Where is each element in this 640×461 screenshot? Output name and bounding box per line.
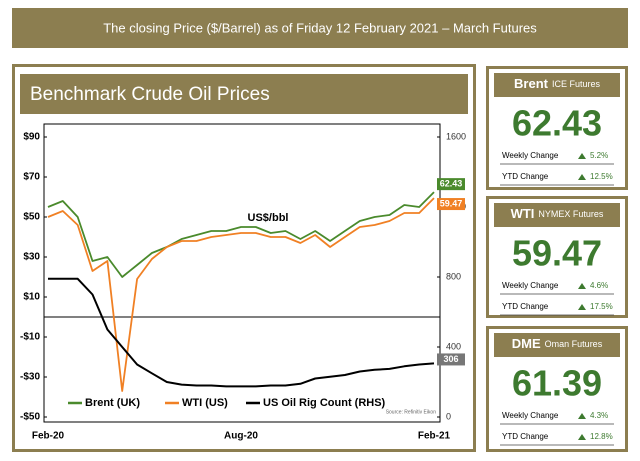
card-name: DME: [512, 336, 541, 351]
x-tick-label: Feb-20: [32, 431, 65, 442]
card-row-value: 17.5%: [590, 302, 613, 311]
series-line: [48, 277, 435, 388]
card-name: Brent: [514, 76, 549, 91]
y2-tick-label: 0: [446, 411, 451, 421]
up-arrow: [578, 434, 586, 440]
plot-frame: [43, 123, 441, 423]
card-row-value: 4.3%: [590, 411, 608, 420]
up-arrow: [578, 413, 586, 419]
legend-label: Brent (UK): [85, 397, 140, 409]
card-price: 62.43: [512, 103, 602, 144]
y-tick-label: $90: [23, 132, 40, 143]
y-tick-label: $70: [23, 172, 40, 183]
legend-label: WTI (US): [182, 397, 228, 409]
end-label: 59.47: [440, 198, 463, 208]
card-row-label: Weekly Change: [502, 411, 559, 420]
series-line: [47, 197, 435, 392]
y-tick-label: -$10: [20, 332, 40, 343]
card-header: DME Oman Futures: [512, 336, 603, 351]
card-price: 59.47: [512, 233, 602, 274]
up-arrow: [578, 153, 586, 159]
y-tick-label: -$30: [20, 372, 40, 383]
y2-tick-label: 800: [446, 271, 461, 281]
card-row-label: Weekly Change: [502, 151, 559, 160]
card-row-label: YTD Change: [502, 432, 549, 441]
card-row-value: 12.5%: [590, 172, 613, 181]
chart-title-band: [20, 74, 468, 114]
y-tick-label: -$50: [20, 412, 40, 423]
card-header-band: [494, 333, 620, 357]
x-tick-label: Aug-20: [224, 431, 258, 442]
end-label-box: [437, 353, 465, 366]
x-tick-label: Feb-21: [418, 431, 451, 442]
unit-annotation: US$/bbl: [248, 212, 289, 224]
card-exchange: ICE Futures: [552, 79, 601, 89]
end-label-box: [437, 198, 465, 211]
end-label-box: [437, 178, 465, 191]
y-tick-label: $50: [23, 212, 40, 223]
legend-label: US Oil Rig Count (RHS): [263, 397, 386, 409]
y2-tick-label: 400: [446, 341, 461, 351]
header-title: The closing Price ($/Barrel) as of Frida…: [103, 20, 537, 35]
card-exchange: NYMEX Futures: [538, 209, 604, 219]
card-header-band: [494, 203, 620, 227]
up-arrow: [578, 174, 586, 180]
y2-tick-label: 1600: [446, 131, 466, 141]
card-header: Brent ICE Futures: [514, 76, 600, 91]
card-price: 61.39: [512, 363, 602, 404]
y-tick-label: $30: [23, 252, 40, 263]
card-row-label: YTD Change: [502, 302, 549, 311]
card-row-value: 5.2%: [590, 151, 608, 160]
end-label: 306: [443, 354, 458, 364]
card-row-label: YTD Change: [502, 172, 549, 181]
card-row-value: 4.6%: [590, 281, 608, 290]
card-row-label: Weekly Change: [502, 281, 559, 290]
card-name: WTI: [511, 206, 535, 221]
source-note: Source: Refinitiv Eikon: [386, 409, 437, 415]
card-header: WTI NYMEX Futures: [511, 206, 604, 221]
y-tick-label: $10: [23, 292, 40, 303]
header-banner: [12, 8, 628, 48]
chart-title: Benchmark Crude Oil Prices: [30, 84, 270, 105]
end-label: 62.43: [440, 179, 463, 189]
series-line: [47, 191, 435, 278]
up-arrow: [578, 283, 586, 289]
chart-panel: [12, 64, 476, 452]
card-exchange: Oman Futures: [545, 339, 603, 349]
up-arrow: [578, 304, 586, 310]
card-row-value: 12.8%: [590, 432, 613, 441]
card-header-band: [494, 73, 620, 97]
